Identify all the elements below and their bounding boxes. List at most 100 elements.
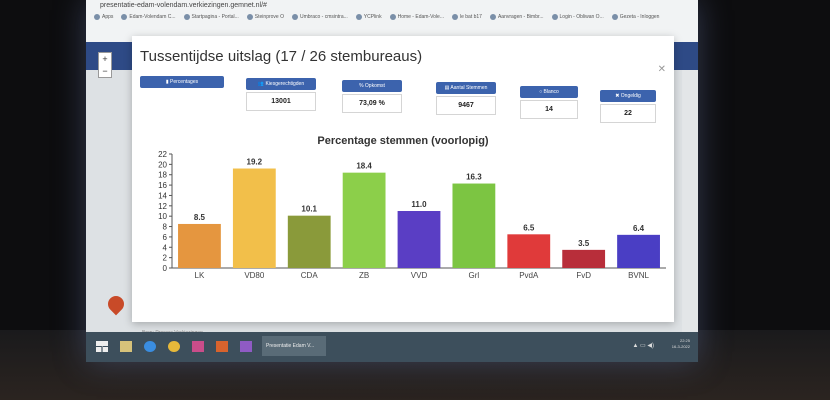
chrome-icon[interactable] (168, 341, 180, 352)
edge-browser-icon[interactable] (144, 341, 156, 352)
stat-kiesgerechtigden: 👥 Kiesgerechtigden 13001 (246, 78, 316, 111)
bookmark-item[interactable]: Steinprove O (246, 14, 284, 20)
data-label: 19.2 (247, 158, 263, 167)
stat-value: 73,09 % (342, 94, 402, 113)
stat-ongeldig: ✖ Ongeldig 22 (600, 90, 656, 123)
bookmark-icon (551, 14, 558, 20)
bookmark-icon (183, 14, 190, 20)
kiesgerechtigden-button[interactable]: 👥 Kiesgerechtigden (246, 78, 316, 90)
stat-value: 14 (520, 100, 578, 119)
bookmark-icon (246, 14, 253, 20)
apps-icon (94, 14, 100, 20)
bookmark-item[interactable]: Edam-Volendam C... (121, 14, 176, 20)
blanco-button[interactable]: ○ Blanco (520, 86, 578, 98)
x-tick-label: Grl (469, 271, 480, 280)
bookmark-item[interactable]: Apps (94, 14, 113, 20)
x-tick-label: LK (195, 271, 205, 280)
stat-value: 13001 (246, 92, 316, 111)
projected-screen: presentatie-edam-volendam.verkiezingen.g… (86, 0, 698, 362)
data-label: 6.4 (633, 224, 645, 233)
y-tick-label: 10 (158, 212, 167, 221)
bar (507, 234, 551, 268)
bar (397, 211, 441, 268)
bar (562, 249, 606, 268)
x-tick-label: VD80 (244, 271, 265, 280)
bookmark-item[interactable]: le bat b17 (451, 14, 482, 20)
stat-value: 22 (600, 104, 656, 123)
data-label: 11.0 (411, 200, 427, 209)
stat-opkomst: % Opkomst 73,09 % (342, 80, 402, 113)
bookmarks-bar: Apps Edam-Volendam C... Startpagina - Po… (94, 14, 659, 20)
stat-aantal-stemmen: ▤ Aantal Stemmen 9467 (436, 82, 496, 115)
bar (287, 215, 331, 268)
stat-value: 9467 (436, 96, 496, 115)
powerpoint-icon[interactable] (216, 341, 228, 352)
percentages-button[interactable]: ▮ Percentages (140, 76, 224, 88)
y-tick-label: 6 (163, 233, 168, 242)
zoom-control[interactable]: + − (98, 52, 112, 78)
system-tray[interactable]: ▲ ▭ ◀) (632, 343, 654, 349)
bookmark-icon (489, 14, 496, 20)
taskbar-clock[interactable]: 22:25 16-3-2022 (671, 338, 690, 349)
data-label: 3.5 (578, 239, 590, 248)
results-dialog: Tussentijdse uitslag (17 / 26 stembureau… (132, 36, 674, 322)
bookmark-icon (291, 14, 298, 20)
bookmark-item[interactable]: Startpagina - Portal... (183, 14, 239, 20)
y-tick-label: 14 (158, 191, 167, 200)
data-label: 6.5 (523, 223, 535, 232)
taskbar: Presentatie Edam V... ▲ ▭ ◀) 22:25 16-3-2… (86, 332, 698, 362)
bookmark-item[interactable]: Home - Edam-Vole... (389, 14, 444, 20)
bar (232, 168, 276, 268)
x-tick-label: BVNL (628, 271, 649, 280)
bookmark-icon (611, 14, 618, 20)
bookmark-icon (355, 14, 362, 20)
data-label: 10.1 (301, 205, 317, 214)
app-icon[interactable] (192, 341, 204, 352)
data-label: 8.5 (194, 213, 206, 222)
bookmark-icon (389, 14, 396, 20)
x-tick-label: VVD (411, 271, 428, 280)
bookmark-item[interactable]: Gezeta - Inloggen (611, 14, 659, 20)
bookmark-item[interactable]: Login - Obliwan O... (551, 14, 604, 20)
bar (452, 183, 496, 268)
browser-toolbar: presentatie-edam-volendam.verkiezingen.g… (86, 0, 698, 43)
aantal-stemmen-button[interactable]: ▤ Aantal Stemmen (436, 82, 496, 94)
close-icon[interactable]: ✕ (657, 64, 666, 75)
bookmark-item[interactable]: YCPlink (355, 14, 382, 20)
x-tick-label: ZB (359, 271, 369, 280)
x-tick-label: FvD (576, 271, 591, 280)
side-panel (682, 70, 698, 332)
bar (342, 172, 386, 268)
windows-start-icon[interactable] (96, 341, 108, 352)
y-tick-label: 12 (158, 202, 167, 211)
bookmark-icon (121, 14, 128, 20)
stat-blanco: ○ Blanco 14 (520, 86, 578, 119)
bookmark-icon (451, 14, 458, 20)
data-label: 18.4 (356, 162, 372, 171)
y-tick-label: 8 (163, 223, 168, 232)
bar (617, 234, 660, 268)
y-tick-label: 0 (163, 264, 168, 273)
address-bar[interactable]: presentatie-edam-volendam.verkiezingen.g… (100, 2, 267, 9)
taskbar-active-window[interactable]: Presentatie Edam V... (262, 336, 326, 356)
ongeldig-button[interactable]: ✖ Ongeldig (600, 90, 656, 102)
y-tick-label: 20 (158, 160, 167, 169)
bookmark-item[interactable]: Aanvragen - Bimbr... (489, 14, 544, 20)
x-tick-label: PvdA (519, 271, 539, 280)
chart-title: Percentage stemmen (voorlopig) (317, 135, 489, 147)
y-tick-label: 4 (163, 243, 168, 252)
y-tick-label: 22 (158, 150, 167, 159)
dialog-title: Tussentijdse uitslag (17 / 26 stembureau… (140, 48, 423, 65)
onenote-icon[interactable] (240, 341, 252, 352)
y-tick-label: 2 (163, 254, 168, 263)
bookmark-item[interactable]: Umbraco - cmsintra... (291, 14, 348, 20)
opkomst-button[interactable]: % Opkomst (342, 80, 402, 92)
y-tick-label: 16 (158, 181, 167, 190)
y-tick-label: 18 (158, 171, 167, 180)
data-label: 16.3 (466, 173, 482, 182)
file-explorer-icon[interactable] (120, 341, 132, 352)
x-tick-label: CDA (301, 271, 319, 280)
stat-percentages[interactable]: ▮ Percentages (140, 76, 224, 88)
bar (178, 223, 221, 268)
